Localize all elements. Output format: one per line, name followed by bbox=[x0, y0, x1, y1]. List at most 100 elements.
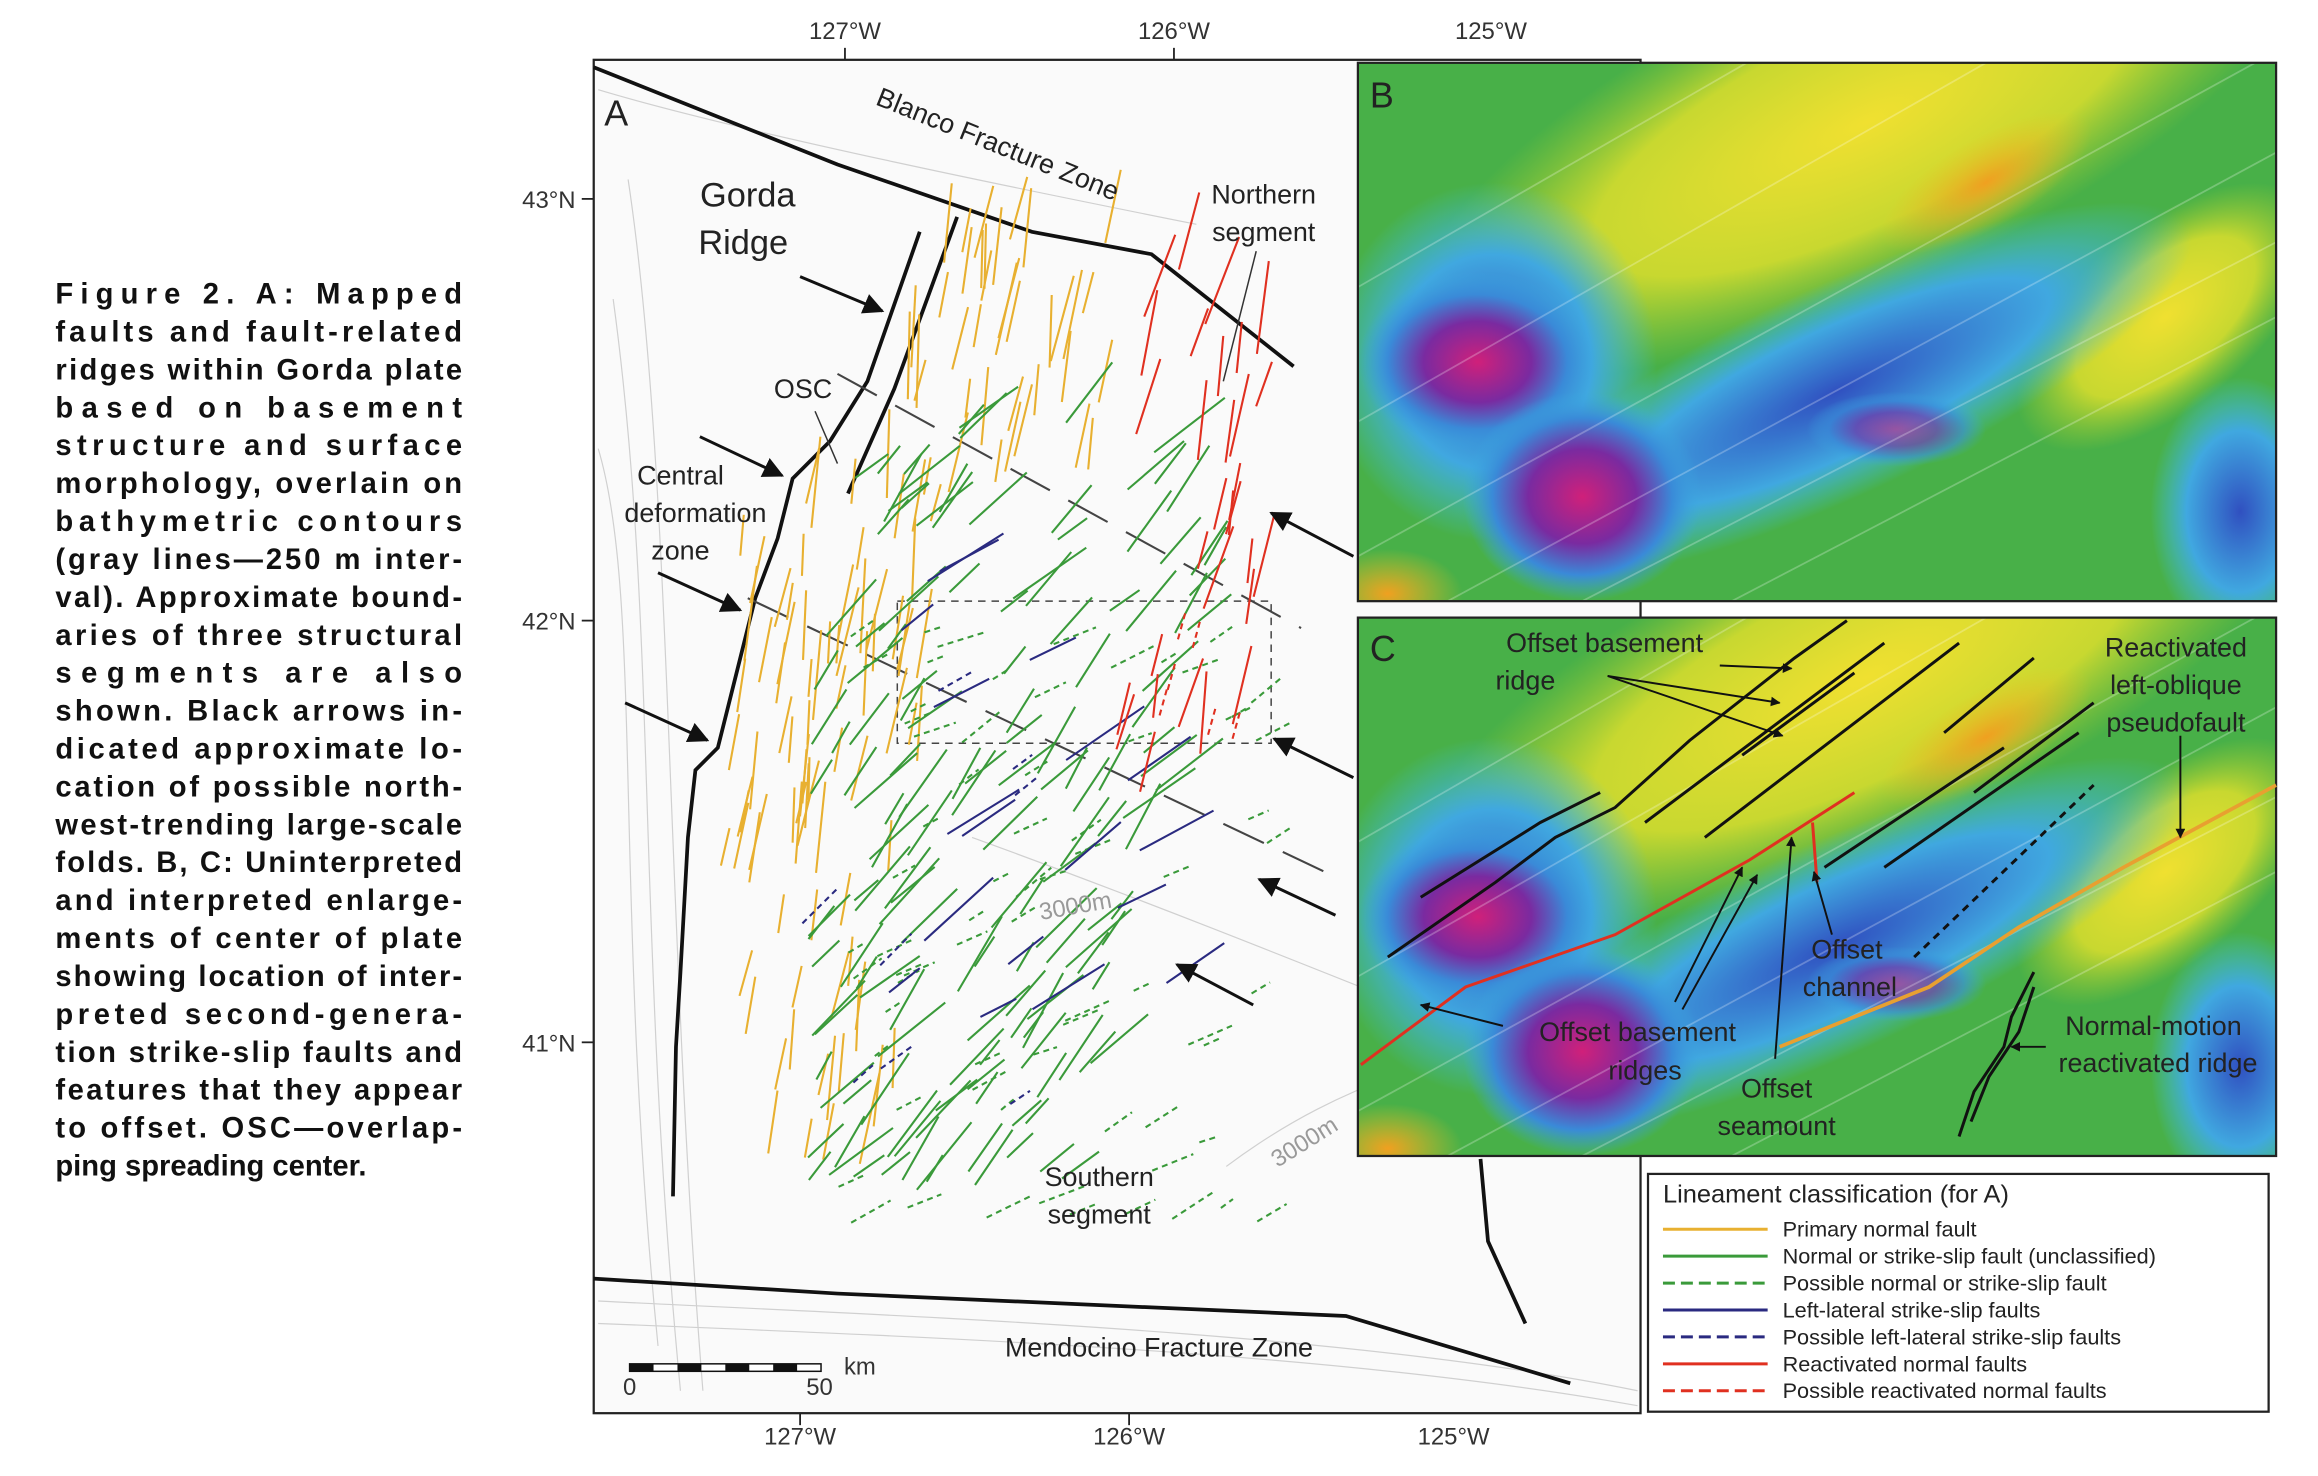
fault bbox=[1143, 726, 1176, 754]
fault bbox=[727, 714, 741, 771]
fault bbox=[948, 562, 981, 594]
fault bbox=[1061, 1150, 1100, 1180]
scale-label: 0 bbox=[623, 1374, 636, 1401]
fault bbox=[1245, 568, 1256, 625]
fault bbox=[1007, 935, 1044, 965]
fault bbox=[1139, 731, 1156, 792]
fault bbox=[933, 677, 990, 708]
map-label: Northern bbox=[1211, 179, 1316, 209]
fault bbox=[1053, 626, 1097, 646]
fault bbox=[1011, 1099, 1042, 1127]
fault bbox=[825, 578, 877, 637]
fault bbox=[1005, 969, 1047, 1017]
fault bbox=[862, 631, 869, 716]
axis-label: 126°W bbox=[1093, 1424, 1165, 1451]
caption-line: to offset. OSC—overlap- bbox=[55, 1113, 462, 1145]
fault bbox=[1097, 800, 1127, 837]
fault bbox=[1255, 260, 1270, 354]
fault bbox=[736, 658, 747, 713]
fault bbox=[956, 915, 1003, 992]
fault bbox=[811, 939, 841, 968]
map-label: pseudofault bbox=[2106, 707, 2246, 737]
fault bbox=[801, 887, 839, 925]
fault bbox=[826, 621, 832, 664]
fault bbox=[879, 932, 913, 967]
panel-c: C Offset basement ridge Reactivated left… bbox=[1313, 320, 2318, 1206]
fault bbox=[1251, 981, 1271, 995]
fault bbox=[733, 802, 750, 869]
fault bbox=[1209, 625, 1233, 643]
fault bbox=[922, 816, 941, 828]
caption-line: structure and surface bbox=[55, 430, 462, 462]
fault bbox=[1049, 275, 1075, 362]
fault bbox=[916, 1121, 973, 1191]
fault bbox=[1143, 234, 1177, 317]
caption-line: segments are also bbox=[55, 658, 462, 690]
fault bbox=[916, 685, 923, 762]
fault bbox=[1010, 1007, 1033, 1039]
fault bbox=[935, 1078, 978, 1112]
fault bbox=[1012, 546, 1087, 600]
fault bbox=[807, 893, 851, 937]
caption-line: faults and fault-related bbox=[55, 316, 462, 348]
caption-line: and interpreted enlarge- bbox=[55, 885, 462, 917]
fault bbox=[883, 453, 923, 522]
scale-label: 50 bbox=[806, 1374, 833, 1401]
fault bbox=[896, 1096, 923, 1111]
fault bbox=[1025, 551, 1073, 607]
fault bbox=[964, 378, 972, 418]
map-label: Southern bbox=[1045, 1162, 1154, 1192]
fault bbox=[1104, 1111, 1133, 1133]
fault bbox=[1110, 645, 1154, 669]
fault bbox=[1196, 531, 1209, 570]
fault bbox=[805, 448, 821, 504]
axis-label: 126°W bbox=[1138, 18, 1210, 45]
fault bbox=[1203, 1036, 1222, 1047]
fault bbox=[927, 653, 948, 664]
fault bbox=[1191, 618, 1202, 649]
fault bbox=[1034, 681, 1067, 699]
fault bbox=[1145, 1105, 1179, 1129]
map-label: zone bbox=[651, 535, 709, 565]
legend-title: Lineament classification (for A) bbox=[1663, 1180, 2009, 1208]
fault bbox=[913, 721, 957, 738]
fault bbox=[860, 1052, 910, 1126]
caption-line: dicated approximate lo- bbox=[55, 733, 462, 765]
fault bbox=[874, 1044, 890, 1057]
map-label: Offset basement bbox=[1506, 628, 1703, 658]
fault bbox=[891, 595, 905, 660]
fault bbox=[1213, 477, 1228, 530]
axis-label: 125°W bbox=[1455, 18, 1527, 45]
fault bbox=[929, 483, 942, 522]
fault bbox=[1255, 720, 1294, 742]
fault bbox=[903, 443, 931, 475]
axis-label: 43°N bbox=[522, 187, 575, 214]
fault bbox=[815, 781, 827, 873]
fault bbox=[1009, 1089, 1031, 1105]
fault bbox=[880, 1043, 916, 1070]
ridge-lines bbox=[593, 65, 1571, 1386]
fault bbox=[767, 1090, 779, 1154]
fault bbox=[1154, 442, 1187, 485]
fault bbox=[822, 1103, 835, 1160]
fault bbox=[1176, 610, 1187, 640]
fault bbox=[850, 1199, 892, 1224]
fault bbox=[1039, 869, 1069, 881]
fault bbox=[964, 749, 1007, 785]
fault bbox=[966, 984, 1031, 1042]
fault bbox=[922, 457, 932, 495]
fault bbox=[979, 997, 1017, 1018]
fault bbox=[1220, 1198, 1234, 1209]
fault bbox=[831, 721, 851, 754]
fault bbox=[992, 667, 1011, 681]
fault bbox=[811, 630, 823, 721]
caption: Figure 2. A: Mapped faults and fault-rela… bbox=[54, 279, 462, 1183]
caption-line: ping spreading center. bbox=[55, 1150, 366, 1182]
fault bbox=[826, 1035, 837, 1121]
panel-label: B bbox=[1370, 76, 1394, 116]
fault bbox=[852, 957, 883, 980]
fault bbox=[1098, 733, 1132, 791]
map-label: segment bbox=[1212, 217, 1316, 247]
fault bbox=[910, 518, 917, 601]
fault bbox=[951, 306, 970, 370]
